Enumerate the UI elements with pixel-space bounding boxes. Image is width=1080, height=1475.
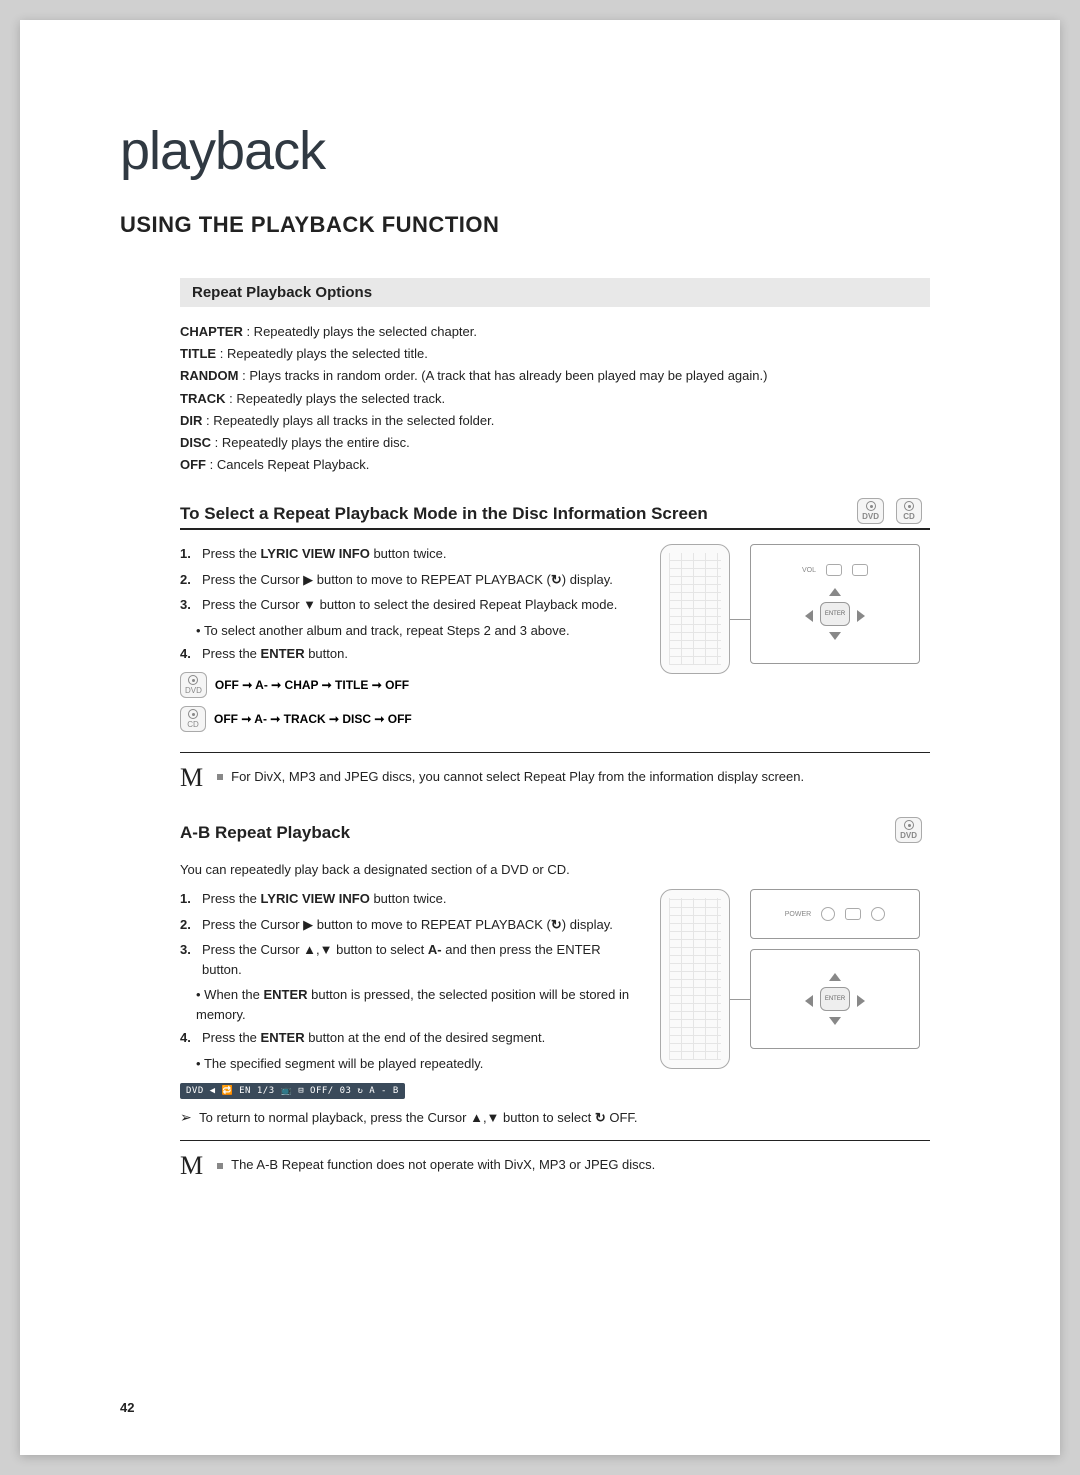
ab-repeat-heading: A-B Repeat Playback — [180, 823, 350, 843]
remote-diagram-2: POWER ENTER — [650, 889, 930, 1099]
repeat-options-title: Repeat Playback Options — [192, 284, 918, 301]
square-bullet-icon — [217, 774, 223, 780]
dpad-icon: ENTER — [795, 584, 875, 644]
arrow-right-icon — [857, 995, 865, 1007]
section-title: USING THE PLAYBACK FUNCTION — [120, 212, 960, 238]
arrow-left-icon — [805, 610, 813, 622]
def-disc: DISC : Repeatedly plays the entire disc. — [180, 434, 930, 452]
dvd-badge-icon: DVD — [180, 672, 207, 698]
repeat-icon: ↻ — [595, 1110, 606, 1125]
ab-repeat-badges: DVD — [895, 817, 930, 843]
note-1-text: For DivX, MP3 and JPEG discs, you cannot… — [231, 769, 804, 784]
select-repeat-body: 1. Press the LYRIC VIEW INFO button twic… — [180, 544, 930, 738]
content-area: Repeat Playback Options CHAPTER : Repeat… — [180, 278, 930, 1181]
def-chapter: CHAPTER : Repeatedly plays the selected … — [180, 323, 930, 341]
repeat-icon: ↻ — [551, 572, 562, 587]
step-3-bullet: • To select another album and track, rep… — [196, 621, 630, 641]
step-2: 2. Press the Cursor ▶ button to move to … — [180, 570, 630, 590]
return-to-normal-line: ➢ To return to normal playback, press th… — [180, 1109, 930, 1126]
repeat-options-box: Repeat Playback Options — [180, 278, 930, 307]
remote-small-icon — [660, 889, 730, 1069]
step-4: 4. Press the ENTER button. — [180, 644, 630, 664]
ab-step-4: 4. Press the ENTER button at the end of … — [180, 1028, 630, 1048]
ab-repeat-intro: You can repeatedly play back a designate… — [180, 861, 930, 879]
repeat-icon: ↻ — [551, 917, 562, 932]
ab-repeat-heading-row: A-B Repeat Playback DVD — [180, 817, 930, 847]
dvd-badge-icon: DVD — [857, 498, 884, 524]
remote-diagram-1: VOL ENTER — [650, 544, 930, 738]
enter-button-icon: ENTER — [820, 602, 850, 626]
ab-step-3-bullet: • When the ENTER button is pressed, the … — [196, 985, 630, 1024]
ab-repeat-body: 1. Press the LYRIC VIEW INFO button twic… — [180, 889, 930, 1099]
callout-line-icon — [730, 999, 750, 1000]
note-m-icon: M — [180, 763, 203, 793]
manual-page: playback USING THE PLAYBACK FUNCTION Rep… — [20, 20, 1060, 1455]
remote-small-icon — [660, 544, 730, 674]
step-3: 3. Press the Cursor ▼ button to select t… — [180, 595, 630, 615]
select-repeat-steps: 1. Press the LYRIC VIEW INFO button twic… — [180, 544, 630, 738]
return-arrow-icon: ➢ — [180, 1109, 192, 1125]
page-number: 42 — [120, 1400, 134, 1415]
ab-step-3: 3. Press the Cursor ▲,▼ button to select… — [180, 940, 630, 979]
arrow-down-icon — [829, 632, 841, 640]
def-random: RANDOM : Plays tracks in random order. (… — [180, 367, 930, 385]
note-row-1: M For DivX, MP3 and JPEG discs, you cann… — [180, 752, 930, 793]
def-dir: DIR : Repeatedly plays all tracks in the… — [180, 412, 930, 430]
enter-button-icon: ENTER — [820, 987, 850, 1011]
cd-badge-icon: CD — [180, 706, 206, 732]
repeat-options-definitions: CHAPTER : Repeatedly plays the selected … — [180, 323, 930, 474]
cd-badge-icon: CD — [896, 498, 922, 524]
def-title: TITLE : Repeatedly plays the selected ti… — [180, 345, 930, 363]
select-repeat-heading-row: To Select a Repeat Playback Mode in the … — [180, 498, 930, 530]
dpad-icon: ENTER — [795, 969, 875, 1029]
arrow-right-icon — [857, 610, 865, 622]
arrow-left-icon — [805, 995, 813, 1007]
ab-step-4-bullet: • The specified segment will be played r… — [196, 1054, 630, 1074]
note-m-icon: M — [180, 1151, 203, 1181]
ab-repeat-steps: 1. Press the LYRIC VIEW INFO button twic… — [180, 889, 630, 1099]
step-1: 1. Press the LYRIC VIEW INFO button twic… — [180, 544, 630, 564]
power-label: POWER — [785, 911, 811, 918]
callout-line-icon — [730, 619, 750, 620]
arrow-up-icon — [829, 588, 841, 596]
ab-step-2: 2. Press the Cursor ▶ button to move to … — [180, 915, 630, 935]
note-row-2: M The A-B Repeat function does not opera… — [180, 1140, 930, 1181]
remote-focus-panel-top: POWER — [750, 889, 920, 939]
status-bar-display: DVD ◀ 🔁 EN 1/3 📺 ⊟ OFF/ 03 ↻ A - B — [180, 1077, 630, 1099]
dvd-sequence-row: DVD OFF ➞ A- ➞ CHAP ➞ TITLE ➞ OFF — [180, 672, 630, 698]
chapter-title: playback — [120, 120, 960, 182]
remote-focus-panel: VOL ENTER — [750, 544, 920, 664]
square-bullet-icon — [217, 1163, 223, 1169]
select-repeat-badges: DVD CD — [857, 498, 930, 524]
dvd-sequence-text: OFF ➞ A- ➞ CHAP ➞ TITLE ➞ OFF — [215, 678, 409, 692]
select-repeat-heading: To Select a Repeat Playback Mode in the … — [180, 504, 708, 524]
remote-focus-panel-bottom: ENTER — [750, 949, 920, 1049]
arrow-up-icon — [829, 973, 841, 981]
dvd-badge-icon: DVD — [895, 817, 922, 843]
note-2-text: The A-B Repeat function does not operate… — [231, 1157, 655, 1172]
def-off: OFF : Cancels Repeat Playback. — [180, 456, 930, 474]
arrow-down-icon — [829, 1017, 841, 1025]
vol-label: VOL — [802, 567, 816, 574]
def-track: TRACK : Repeatedly plays the selected tr… — [180, 390, 930, 408]
cd-sequence-row: CD OFF ➞ A- ➞ TRACK ➞ DISC ➞ OFF — [180, 706, 630, 732]
ab-step-1: 1. Press the LYRIC VIEW INFO button twic… — [180, 889, 630, 909]
cd-sequence-text: OFF ➞ A- ➞ TRACK ➞ DISC ➞ OFF — [214, 712, 412, 726]
